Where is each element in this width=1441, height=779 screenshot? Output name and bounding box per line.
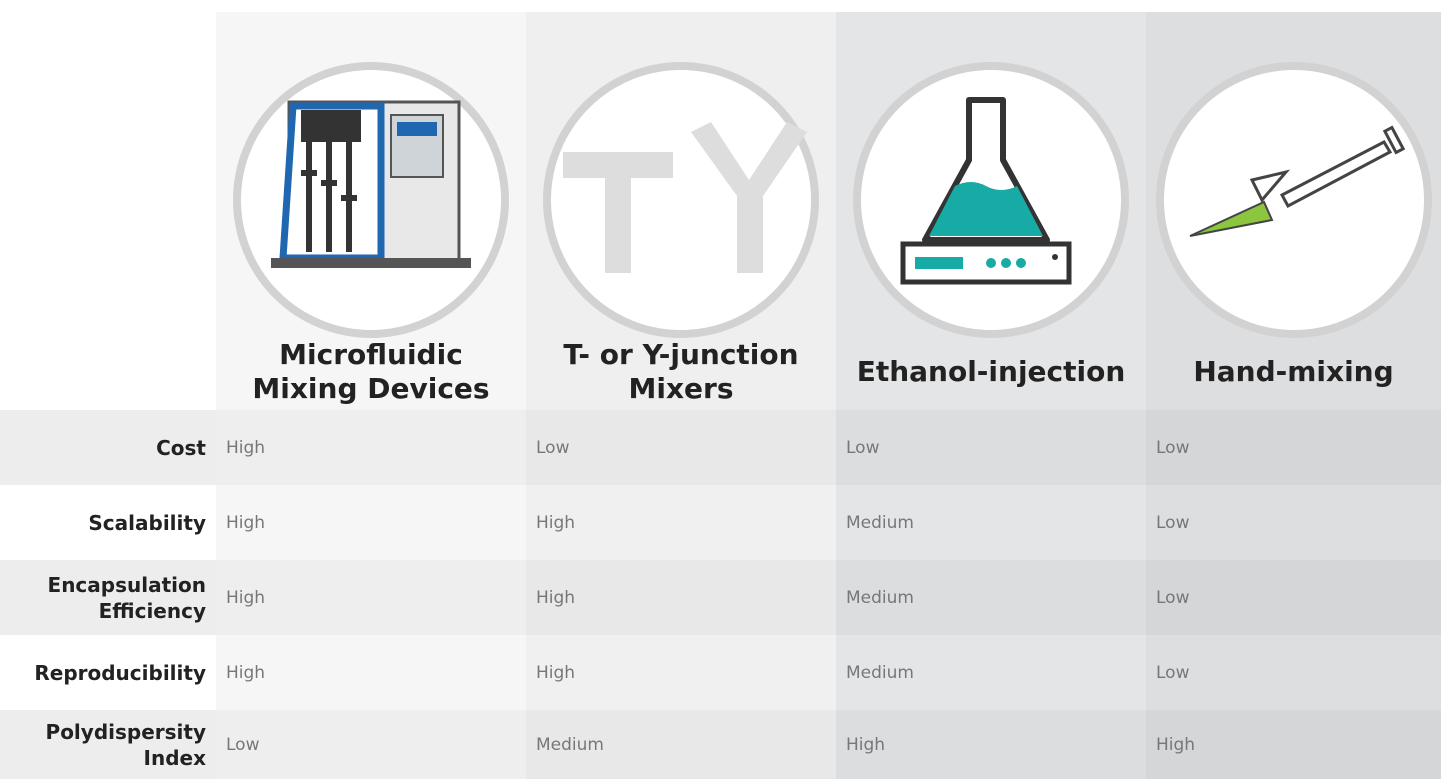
cell-value: High [836, 710, 1146, 779]
cell-value: Low [526, 410, 836, 485]
cell-value: High [1146, 710, 1441, 779]
cell-value: High [526, 560, 836, 635]
cell-value: High [216, 560, 526, 635]
column-header: Hand-mixing [1146, 12, 1441, 410]
cell-value: Medium [836, 635, 1146, 710]
cell-value: High [526, 635, 836, 710]
column-title: Hand-mixing [1193, 355, 1394, 388]
row-label: Cost [0, 410, 216, 485]
icon [1155, 62, 1432, 338]
icon [853, 62, 1129, 338]
cell-value: Low [1146, 635, 1441, 710]
cell-value: Medium [836, 485, 1146, 560]
cell-value: Low [1146, 410, 1441, 485]
icon [543, 62, 819, 338]
cell-value: High [526, 485, 836, 560]
row-label: Reproducibility [0, 635, 216, 710]
cell-value: Low [836, 410, 1146, 485]
cell-value: High [216, 485, 526, 560]
row-label: Encapsulation Efficiency [0, 560, 216, 635]
cell-value: Medium [526, 710, 836, 779]
column-header: Ethanol-injection [836, 12, 1146, 410]
cell-value: Low [1146, 485, 1441, 560]
icon [233, 62, 509, 338]
cell-value: High [216, 635, 526, 710]
cell-value: Low [216, 710, 526, 779]
column-title: Ethanol-injection [856, 355, 1126, 388]
column-header: Microfluidic Mixing Devices [216, 12, 526, 410]
column-title: T- or Y-junction Mixers [563, 338, 799, 405]
row-label: Polydispersity Index [0, 710, 216, 779]
cell-value: Low [1146, 560, 1441, 635]
cell-value: Medium [836, 560, 1146, 635]
cell-value: High [216, 410, 526, 485]
column-header: T- or Y-junction Mixers [526, 12, 836, 410]
row-label: Scalability [0, 485, 216, 560]
column-title: Microfluidic Mixing Devices [252, 338, 490, 405]
